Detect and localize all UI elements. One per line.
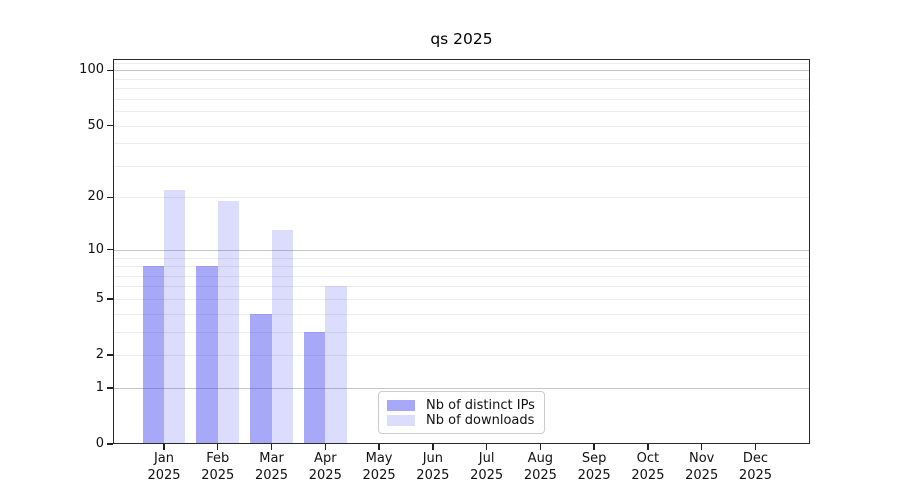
y-gridline-minor-40 bbox=[113, 143, 810, 145]
x-tick-label-aug: Aug 2025 bbox=[523, 451, 557, 483]
x-tick-label-mar: Mar 2025 bbox=[254, 451, 289, 483]
y-tick-mark-50 bbox=[107, 124, 113, 127]
y-gridline-minor-70 bbox=[113, 98, 810, 100]
legend-swatch-distinct-ips-icon bbox=[387, 400, 415, 411]
y-gridline-minor-50 bbox=[113, 125, 810, 127]
x-tick-mark-jul bbox=[485, 444, 488, 450]
legend-item-downloads: Nb of downloads bbox=[387, 413, 536, 428]
y-tick-label-5: 5 bbox=[95, 290, 104, 306]
chart-title: qs 2025 bbox=[430, 30, 493, 48]
y-tick-label-20: 20 bbox=[87, 189, 104, 205]
x-tick-mark-apr bbox=[324, 444, 326, 450]
y-gridline-minor-80 bbox=[113, 88, 810, 90]
y-tick-label-1: 1 bbox=[95, 379, 104, 395]
bar-feb-downloads bbox=[217, 201, 240, 444]
y-gridline-minor-20 bbox=[113, 197, 810, 199]
y-gridline-minor-2 bbox=[113, 355, 810, 357]
x-tick-mark-nov bbox=[701, 444, 703, 450]
y-tick-mark-2 bbox=[107, 354, 113, 356]
x-tick-mark-feb bbox=[217, 444, 219, 450]
x-tick-mark-oct bbox=[647, 444, 649, 450]
bar-feb-distinct-ips bbox=[196, 266, 218, 444]
x-tick-label-jul: Jul 2025 bbox=[470, 451, 504, 483]
x-tick-mark-mar bbox=[270, 444, 273, 450]
bar-mar-downloads bbox=[271, 230, 293, 444]
x-tick-mark-jun bbox=[432, 444, 434, 450]
y-gridline-minor-7 bbox=[113, 275, 810, 277]
y-gridline-major-100 bbox=[113, 70, 810, 72]
y-tick-mark-1 bbox=[107, 387, 113, 389]
x-tick-mark-dec bbox=[754, 444, 757, 450]
x-tick-label-dec: Dec 2025 bbox=[738, 451, 773, 483]
legend-label-downloads: Nb of downloads bbox=[426, 413, 535, 428]
legend-item-distinct-ips: Nb of distinct IPs bbox=[387, 398, 536, 413]
y-tick-label-2: 2 bbox=[95, 347, 104, 363]
x-tick-mark-aug bbox=[539, 444, 542, 450]
y-tick-mark-10 bbox=[107, 249, 113, 251]
x-tick-label-jan: Jan 2025 bbox=[147, 451, 181, 483]
x-tick-label-jun: Jun 2025 bbox=[416, 451, 450, 483]
y-gridline-major-10 bbox=[113, 249, 810, 251]
y-tick-label-100: 100 bbox=[79, 62, 104, 78]
y-gridline-minor-3 bbox=[113, 331, 810, 333]
bar-apr-distinct-ips bbox=[303, 331, 326, 444]
y-tick-mark-5 bbox=[107, 298, 113, 300]
x-tick-label-feb: Feb 2025 bbox=[201, 451, 235, 483]
x-tick-label-nov: Nov 2025 bbox=[685, 451, 719, 483]
y-tick-label-0: 0 bbox=[95, 436, 104, 451]
y-gridline-major-1 bbox=[113, 387, 810, 389]
x-tick-mark-sep bbox=[593, 444, 595, 450]
legend-label-distinct-ips: Nb of distinct IPs bbox=[426, 398, 535, 413]
x-tick-mark-may bbox=[378, 444, 380, 450]
plot-area bbox=[113, 59, 810, 444]
legend: Nb of distinct IPs Nb of downloads bbox=[378, 391, 545, 434]
y-gridline-minor-5 bbox=[113, 298, 810, 300]
y-gridline-minor-30 bbox=[113, 165, 810, 167]
y-gridline-minor-8 bbox=[113, 266, 810, 268]
legend-swatch-downloads-icon bbox=[387, 415, 415, 426]
y-gridline-minor-60 bbox=[113, 111, 810, 113]
y-tick-mark-0 bbox=[107, 443, 113, 445]
y-gridline-minor-9 bbox=[113, 257, 810, 259]
x-tick-label-apr: Apr 2025 bbox=[308, 451, 342, 483]
y-gridline-minor-90 bbox=[113, 78, 810, 80]
y-tick-mark-100 bbox=[107, 69, 113, 71]
y-gridline-minor-4 bbox=[113, 313, 810, 315]
y-tick-label-10: 10 bbox=[87, 241, 104, 257]
y-tick-label-50: 50 bbox=[87, 117, 104, 133]
y-tick-mark-20 bbox=[107, 196, 113, 199]
x-tick-label-may: May 2025 bbox=[362, 451, 396, 483]
x-tick-label-sep: Sep 2025 bbox=[577, 451, 611, 483]
y-gridline-minor-6 bbox=[113, 286, 810, 288]
bar-apr-downloads bbox=[325, 286, 347, 444]
y-gridline-minor-110 bbox=[113, 62, 810, 64]
bar-mar-distinct-ips bbox=[250, 313, 272, 444]
x-tick-mark-jan bbox=[163, 444, 165, 450]
bar-jan-downloads bbox=[164, 190, 186, 444]
bar-jan-distinct-ips bbox=[142, 266, 164, 444]
x-tick-label-oct: Oct 2025 bbox=[631, 451, 665, 483]
